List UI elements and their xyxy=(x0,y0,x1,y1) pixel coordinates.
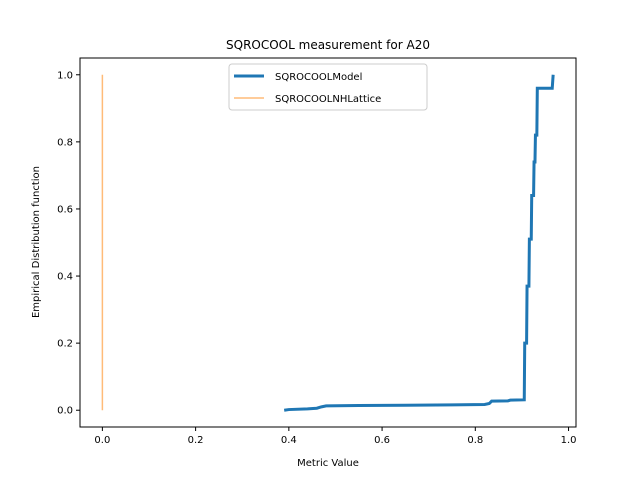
chart-title: SQROCOOL measurement for A20 xyxy=(226,38,430,52)
y-axis-label: Empirical Distribution function xyxy=(31,166,42,318)
legend: SQROCOOLModel SQROCOOLNHLattice xyxy=(228,63,428,111)
y-tick-label: 0.8 xyxy=(57,137,73,148)
x-tick-label: 0.6 xyxy=(374,435,390,446)
x-tick-label: 0.2 xyxy=(188,435,204,446)
legend-label-1: SQROCOOLNHLattice xyxy=(275,94,381,105)
legend-box xyxy=(228,63,428,111)
plot-area xyxy=(101,74,555,412)
x-tick-label: 0.0 xyxy=(94,435,110,446)
x-axis-label: Metric Value xyxy=(297,458,359,469)
y-tick-label: 0.4 xyxy=(57,272,73,283)
x-tick-label: 1.0 xyxy=(561,435,577,446)
y-tick-label: 0.6 xyxy=(57,204,73,215)
y-tick-label: 0.0 xyxy=(57,406,73,417)
y-axis: 0.0 0.2 0.4 0.6 0.8 1.0 xyxy=(57,70,80,417)
legend-label-0: SQROCOOLModel xyxy=(275,72,362,83)
series-line-0 xyxy=(283,74,555,412)
x-tick-label: 0.4 xyxy=(281,435,297,446)
plot-frame xyxy=(79,57,577,428)
x-tick-label: 0.8 xyxy=(467,435,483,446)
x-axis: 0.0 0.2 0.4 0.6 0.8 1.0 xyxy=(94,427,576,446)
y-tick-label: 0.2 xyxy=(57,339,73,350)
y-tick-label: 1.0 xyxy=(57,70,73,81)
